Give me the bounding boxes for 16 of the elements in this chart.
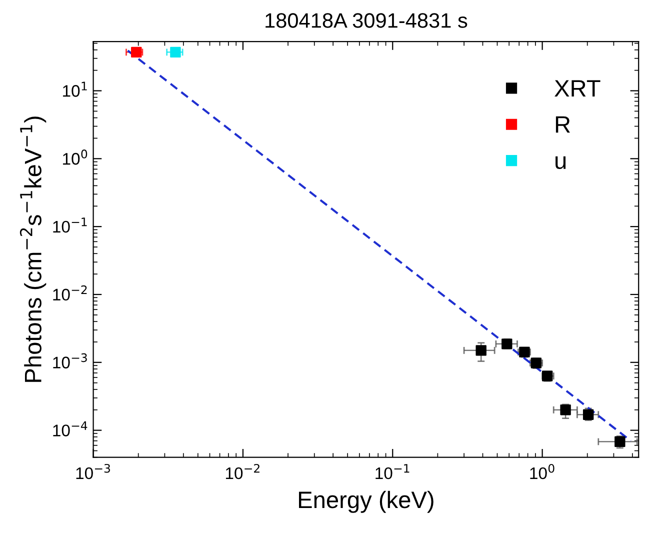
chart-title: 180418A 3091-4831 s — [266, 13, 468, 28]
legend-label: R — [556, 116, 570, 133]
legend-label: u — [556, 156, 566, 170]
y-tick-label: 10$^{−2}$ — [53, 285, 87, 301]
y-tick-label: 10$^{1}$ — [63, 82, 87, 97]
y-tick-label: 10$^{−1}$ — [53, 218, 87, 233]
x-axis-title: Energy (keV) — [299, 490, 434, 513]
x-tick-label: 10$^{−3}$ — [76, 464, 110, 480]
legend-label: XRT — [554, 80, 600, 96]
x-tick-label: 10$^{−2}$ — [226, 464, 260, 480]
y-tick-label: 10$^{−3}$ — [53, 353, 87, 368]
x-tick-label: 10$^{−1}$ — [376, 464, 410, 480]
y-tick-label: 10$^{0}$ — [63, 150, 88, 165]
y-tick-label: 10$^{−4}$ — [53, 421, 88, 436]
x-tick-label: 10$^{0}$ — [530, 464, 554, 480]
y-axis-title: Photons (cm$^{−2}$s$^{−1}$keV$^{−1}$) — [20, 116, 46, 382]
